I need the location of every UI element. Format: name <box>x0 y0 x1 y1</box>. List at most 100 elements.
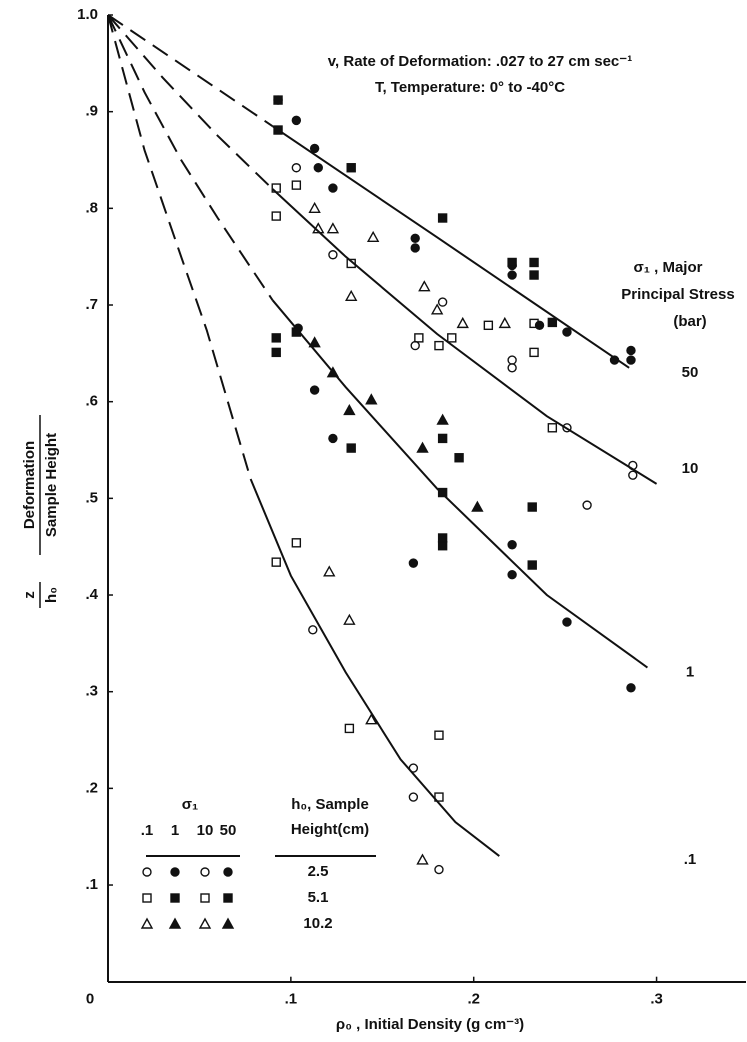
marker <box>527 560 537 570</box>
curve-solid <box>271 188 658 485</box>
marker <box>328 433 338 444</box>
legend-marker <box>140 917 154 929</box>
marker <box>313 163 323 173</box>
marker <box>436 413 449 425</box>
y-tick-label: .9 <box>85 103 98 120</box>
marker <box>529 270 539 280</box>
marker <box>437 297 448 307</box>
legend-marker <box>200 893 210 903</box>
marker <box>291 327 302 337</box>
marker <box>507 363 517 373</box>
y-tick-label: .7 <box>85 296 98 313</box>
legend-title: σ₁ <box>182 796 198 813</box>
marker <box>346 163 356 173</box>
curve-solid <box>271 299 649 669</box>
annotation: v, Rate of Deformation: .027 to 27 cm se… <box>328 53 632 70</box>
marker <box>434 730 444 740</box>
curve-dashed <box>107 14 252 480</box>
y-tick-label: .5 <box>85 489 98 506</box>
marker <box>291 115 302 126</box>
marker <box>408 792 419 802</box>
y-tick-label: .6 <box>85 393 98 410</box>
legend-marker <box>168 917 182 929</box>
legend-stress: 1 <box>171 822 179 839</box>
legend-stress: 50 <box>220 822 237 839</box>
legend-marker <box>142 867 152 877</box>
marker <box>309 385 320 395</box>
legend-marker <box>223 867 233 877</box>
x-tick-label: .1 <box>285 991 298 1008</box>
y-tick-label: .4 <box>85 586 98 603</box>
marker <box>271 183 281 193</box>
marker <box>326 366 340 378</box>
marker <box>271 557 281 567</box>
marker <box>434 792 444 802</box>
y-tick-label: .2 <box>85 779 98 796</box>
x-axis-label: ρ₀ , Initial Density (g cm⁻³) <box>336 1016 524 1033</box>
legend-marker <box>200 867 210 877</box>
curve-solid <box>249 478 500 857</box>
curve-dashed <box>107 14 274 190</box>
marker <box>437 533 448 543</box>
marker <box>416 853 429 865</box>
marker <box>343 403 356 416</box>
marker <box>626 683 636 693</box>
marker <box>346 443 356 453</box>
curve-title: (bar) <box>673 313 706 330</box>
curve-title: Principal Stress <box>621 286 734 303</box>
marker <box>498 316 511 329</box>
marker <box>547 423 558 433</box>
marker <box>527 502 537 512</box>
marker <box>408 763 419 773</box>
marker <box>343 613 356 625</box>
marker <box>447 333 457 343</box>
x-tick-label: .2 <box>467 991 480 1008</box>
marker <box>562 617 572 627</box>
marker <box>346 258 356 269</box>
legend-stress: .1 <box>141 822 154 839</box>
y-axis-label: z h₀ Deformation Sample Height <box>21 415 60 608</box>
marker <box>529 347 539 358</box>
marker <box>328 250 338 260</box>
marker <box>434 340 444 351</box>
marker <box>529 318 539 329</box>
x-tick-label: .3 <box>650 991 663 1008</box>
curve-dashed <box>107 14 274 127</box>
y-tick-label: .3 <box>85 683 98 700</box>
marker <box>628 460 638 471</box>
legend-marker <box>170 867 180 877</box>
marker <box>291 163 302 173</box>
curve-label: 50 <box>682 364 699 381</box>
legend-height: 5.1 <box>308 889 329 906</box>
marker <box>437 487 448 498</box>
legend-marker <box>142 893 152 903</box>
marker <box>328 183 338 193</box>
marker <box>529 257 539 268</box>
marker <box>626 345 636 356</box>
y-tick-label: .8 <box>85 199 98 216</box>
marker <box>418 280 431 292</box>
marker <box>410 243 420 253</box>
marker <box>547 317 558 328</box>
curve-title: σ₁ , Major <box>634 259 703 276</box>
legend-marker <box>198 917 212 929</box>
marker <box>291 538 302 548</box>
legend-height: 10.2 <box>303 915 332 932</box>
y-tick-label: 1.0 <box>77 6 98 23</box>
marker <box>471 500 484 512</box>
legend-marker <box>170 893 180 903</box>
marker <box>416 441 429 453</box>
marker <box>271 333 281 343</box>
marker <box>291 180 302 190</box>
marker <box>323 565 336 577</box>
marker <box>628 470 638 480</box>
curve-label: 10 <box>682 460 699 477</box>
marker <box>410 340 420 351</box>
annotation: T, Temperature: 0° to -40°C <box>375 79 565 96</box>
marker <box>309 143 320 154</box>
marker <box>414 333 424 343</box>
marker <box>408 558 419 568</box>
marker <box>507 540 517 550</box>
y-label-symbol: h₀ <box>43 587 60 603</box>
